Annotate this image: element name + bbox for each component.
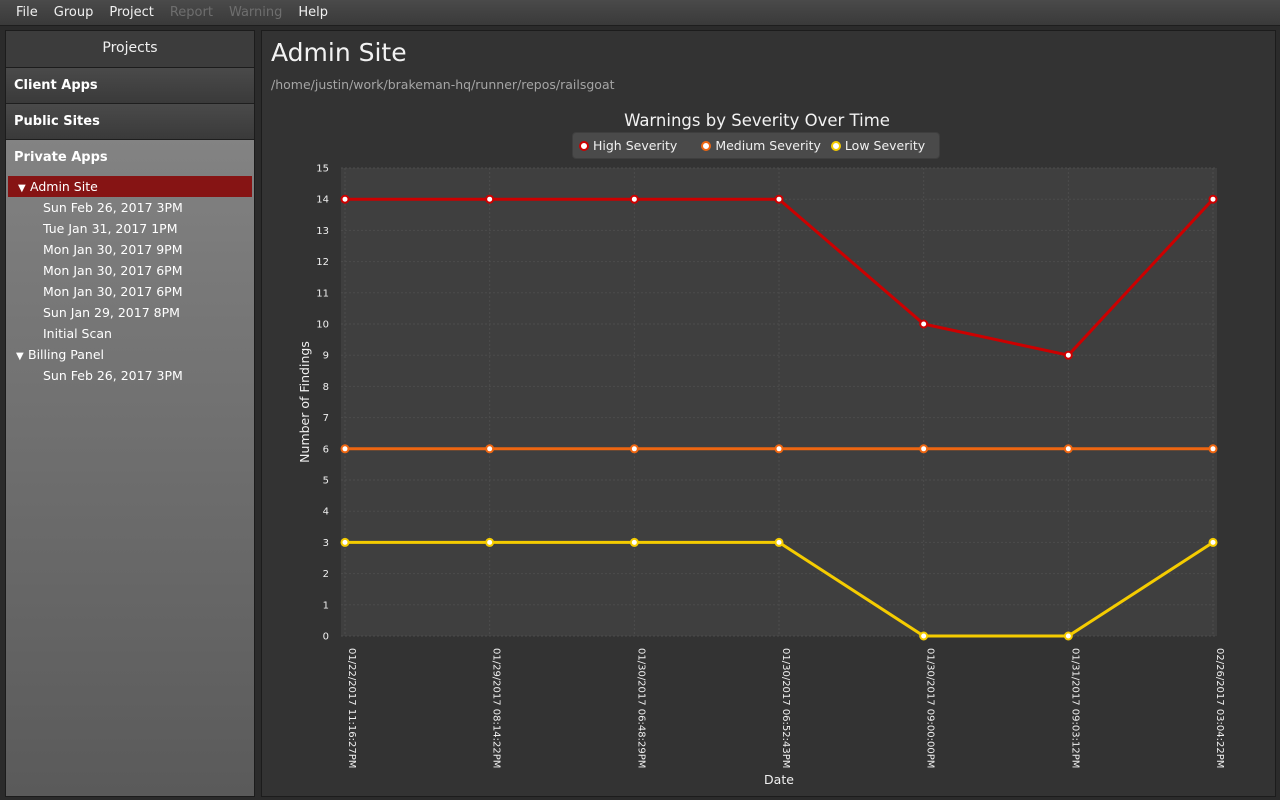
legend-label: Medium Severity (715, 138, 821, 153)
menu-file[interactable]: File (16, 5, 38, 20)
tree-scan-item[interactable]: Mon Jan 30, 2017 9PM (6, 239, 254, 260)
data-point-high (340, 194, 350, 204)
data-point-medium (485, 444, 495, 454)
tree-scan-item[interactable]: Tue Jan 31, 2017 1PM (6, 218, 254, 239)
group-client-apps[interactable]: Client Apps (6, 68, 254, 104)
tree-scan-item[interactable]: Sun Jan 29, 2017 8PM (6, 302, 254, 323)
tree-scan-item[interactable]: Sun Feb 26, 2017 3PM (6, 197, 254, 218)
tree-project-billing-panel[interactable]: ▼ Billing Panel (6, 344, 254, 365)
legend-label: Low Severity (844, 138, 926, 153)
tree-item-label: Tue Jan 31, 2017 1PM (43, 221, 178, 236)
group-public-sites[interactable]: Public Sites (6, 104, 254, 140)
legend-item-medium: Medium Severity (701, 138, 821, 153)
y-tick-label: 13 (316, 226, 329, 237)
tree-item-label: Sun Feb 26, 2017 3PM (43, 368, 183, 383)
menu-help[interactable]: Help (298, 5, 329, 20)
y-tick-label: 1 (323, 600, 329, 611)
project-tree: ▼ Admin Site Sun Feb 26, 2017 3PM Tue Jan 3… (6, 175, 254, 386)
y-tick-label: 7 (323, 413, 329, 424)
data-point-low (629, 537, 639, 547)
tree-project-admin-site[interactable]: ▼ Admin Site (8, 176, 252, 197)
menu-warning: Warning (228, 5, 283, 20)
x-tick-label: 01/22/2017 11:16:27PM (346, 648, 357, 768)
sidebar-title: Projects (6, 31, 254, 68)
x-tick-label: 01/30/2017 09:00:00PM (925, 648, 936, 768)
tree-item-label: Sun Jan 29, 2017 8PM (43, 305, 180, 320)
x-axis-title: Date (764, 772, 794, 787)
y-tick-label: 6 (323, 444, 329, 455)
data-point-medium (1208, 444, 1218, 454)
data-point-high (774, 194, 784, 204)
menu-group[interactable]: Group (53, 5, 94, 20)
y-tick-label: 14 (316, 195, 329, 206)
x-tick-label: 02/26/2017 03:04:22PM (1214, 648, 1225, 768)
tree-item-label: Sun Feb 26, 2017 3PM (43, 200, 183, 215)
menu-report: Report (169, 5, 213, 20)
data-point-high (629, 194, 639, 204)
expand-triangle-icon[interactable]: ▼ (16, 351, 24, 362)
x-tick-label: 01/30/2017 06:52:43PM (780, 648, 791, 768)
data-point-medium (774, 444, 784, 454)
main-panel: Admin Site /home/justin/work/brakeman-hq… (261, 30, 1276, 797)
y-tick-label: 15 (316, 164, 329, 175)
data-point-medium (340, 444, 350, 454)
chart-legend: High Severity Medium Severity Low Severity (572, 132, 940, 159)
y-tick-label: 11 (316, 288, 329, 299)
x-tick-label: 01/31/2017 09:03:12PM (1069, 648, 1080, 768)
legend-marker-icon (830, 140, 841, 151)
legend-label: High Severity (593, 138, 678, 153)
y-tick-label: 4 (323, 507, 329, 518)
group-private-apps[interactable]: Private Apps (14, 150, 108, 165)
y-tick-label: 3 (323, 538, 329, 549)
data-point-low (774, 537, 784, 547)
y-axis-title: Number of Findings (297, 341, 312, 463)
data-point-high (1063, 350, 1073, 360)
data-point-low (1063, 631, 1073, 641)
projects-sidebar: Projects Client Apps Public Sites Privat… (5, 30, 255, 797)
tree-item-label: Mon Jan 30, 2017 9PM (43, 242, 183, 257)
data-point-low (340, 537, 350, 547)
y-tick-label: 9 (323, 351, 329, 362)
tree-item-label: Admin Site (30, 179, 98, 194)
page-title: Admin Site (271, 38, 407, 67)
project-path: /home/justin/work/brakeman-hq/runner/rep… (271, 77, 615, 92)
y-tick-label: 8 (323, 382, 329, 393)
expand-triangle-icon[interactable]: ▼ (18, 183, 26, 194)
legend-marker-icon (579, 140, 589, 151)
tree-item-label: Mon Jan 30, 2017 6PM (43, 284, 183, 299)
y-tick-label: 5 (323, 476, 329, 487)
data-point-high (1208, 194, 1218, 204)
tree-item-label: Billing Panel (28, 347, 105, 362)
data-point-high (485, 194, 495, 204)
x-tick-label: 01/30/2017 06:48:29PM (635, 648, 646, 768)
data-point-medium (1063, 444, 1073, 454)
legend-item-low: Low Severity (830, 138, 926, 153)
y-tick-label: 10 (316, 320, 329, 331)
menu-project[interactable]: Project (109, 5, 154, 20)
y-tick-label: 12 (316, 257, 329, 268)
data-point-high (919, 319, 929, 329)
chart-title: Warnings by Severity Over Time (624, 111, 890, 130)
menu-bar: File Group Project Report Warning Help (0, 0, 1280, 26)
tree-item-label: Mon Jan 30, 2017 6PM (43, 263, 183, 278)
tree-scan-item[interactable]: Sun Feb 26, 2017 3PM (6, 365, 254, 386)
y-tick-label: 2 (323, 569, 329, 580)
tree-item-label: Initial Scan (43, 326, 112, 341)
data-point-medium (629, 444, 639, 454)
data-point-low (485, 537, 495, 547)
x-tick-label: 01/29/2017 08:14:22PM (491, 648, 502, 768)
data-point-low (919, 631, 929, 641)
legend-marker-icon (701, 140, 712, 151)
legend-item-high: High Severity (579, 138, 677, 153)
tree-scan-item[interactable]: Initial Scan (6, 323, 254, 344)
y-tick-label: 0 (323, 632, 329, 643)
data-point-low (1208, 537, 1218, 547)
data-point-medium (919, 444, 929, 454)
tree-scan-item[interactable]: Mon Jan 30, 2017 6PM (6, 260, 254, 281)
tree-scan-item[interactable]: Mon Jan 30, 2017 6PM (6, 281, 254, 302)
